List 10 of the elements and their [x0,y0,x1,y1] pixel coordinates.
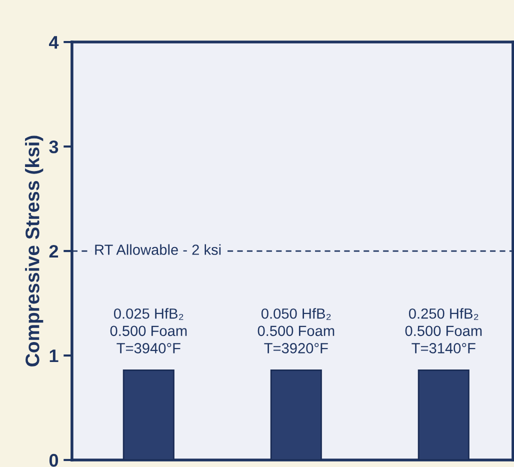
x-tick-label: 0.050 HfB₂ 0.500 Foam T=3920°F [258,308,334,354]
y-tick-label: 4 [49,36,59,49]
y-tick-label: 0 [49,454,58,467]
y-tick-label: 3 [49,140,58,154]
x-tick-label: 0.025 HfB₂ 0.500 Foam T=3940°F [110,308,187,354]
x-tick-label: 0.250 HfB₂ 0.500 Foam T=3140°F [405,308,482,354]
y-tick-label: 2 [49,244,58,258]
ref-line-label: RT Allowable - 2 ksi [95,244,221,255]
y-axis-title: Compressive Stress (ksi) [25,136,44,366]
y-tick-label: 1 [50,350,58,362]
